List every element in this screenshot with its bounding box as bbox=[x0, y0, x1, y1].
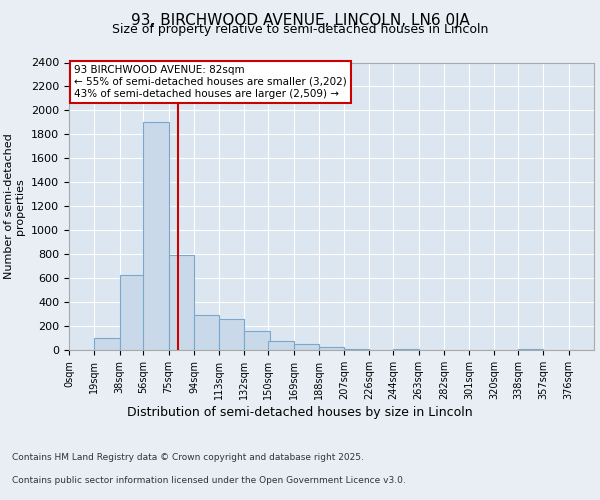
Text: 93 BIRCHWOOD AVENUE: 82sqm
← 55% of semi-detached houses are smaller (3,202)
43%: 93 BIRCHWOOD AVENUE: 82sqm ← 55% of semi… bbox=[74, 66, 347, 98]
Y-axis label: Number of semi-detached
properties: Number of semi-detached properties bbox=[4, 134, 25, 279]
Bar bbox=[244, 331, 269, 350]
Bar bbox=[169, 256, 194, 350]
Bar bbox=[293, 344, 319, 350]
Text: Size of property relative to semi-detached houses in Lincoln: Size of property relative to semi-detach… bbox=[112, 22, 488, 36]
Bar bbox=[344, 349, 370, 350]
Bar bbox=[194, 316, 219, 350]
Bar bbox=[319, 347, 344, 350]
Bar bbox=[219, 319, 244, 350]
Bar bbox=[143, 122, 169, 350]
Text: Distribution of semi-detached houses by size in Lincoln: Distribution of semi-detached houses by … bbox=[127, 406, 473, 419]
Bar bbox=[94, 338, 119, 350]
Bar bbox=[119, 275, 145, 350]
Text: 93, BIRCHWOOD AVENUE, LINCOLN, LN6 0JA: 93, BIRCHWOOD AVENUE, LINCOLN, LN6 0JA bbox=[131, 12, 469, 28]
Text: Contains public sector information licensed under the Open Government Licence v3: Contains public sector information licen… bbox=[12, 476, 406, 485]
Text: Contains HM Land Registry data © Crown copyright and database right 2025.: Contains HM Land Registry data © Crown c… bbox=[12, 454, 364, 462]
Bar bbox=[268, 341, 293, 350]
